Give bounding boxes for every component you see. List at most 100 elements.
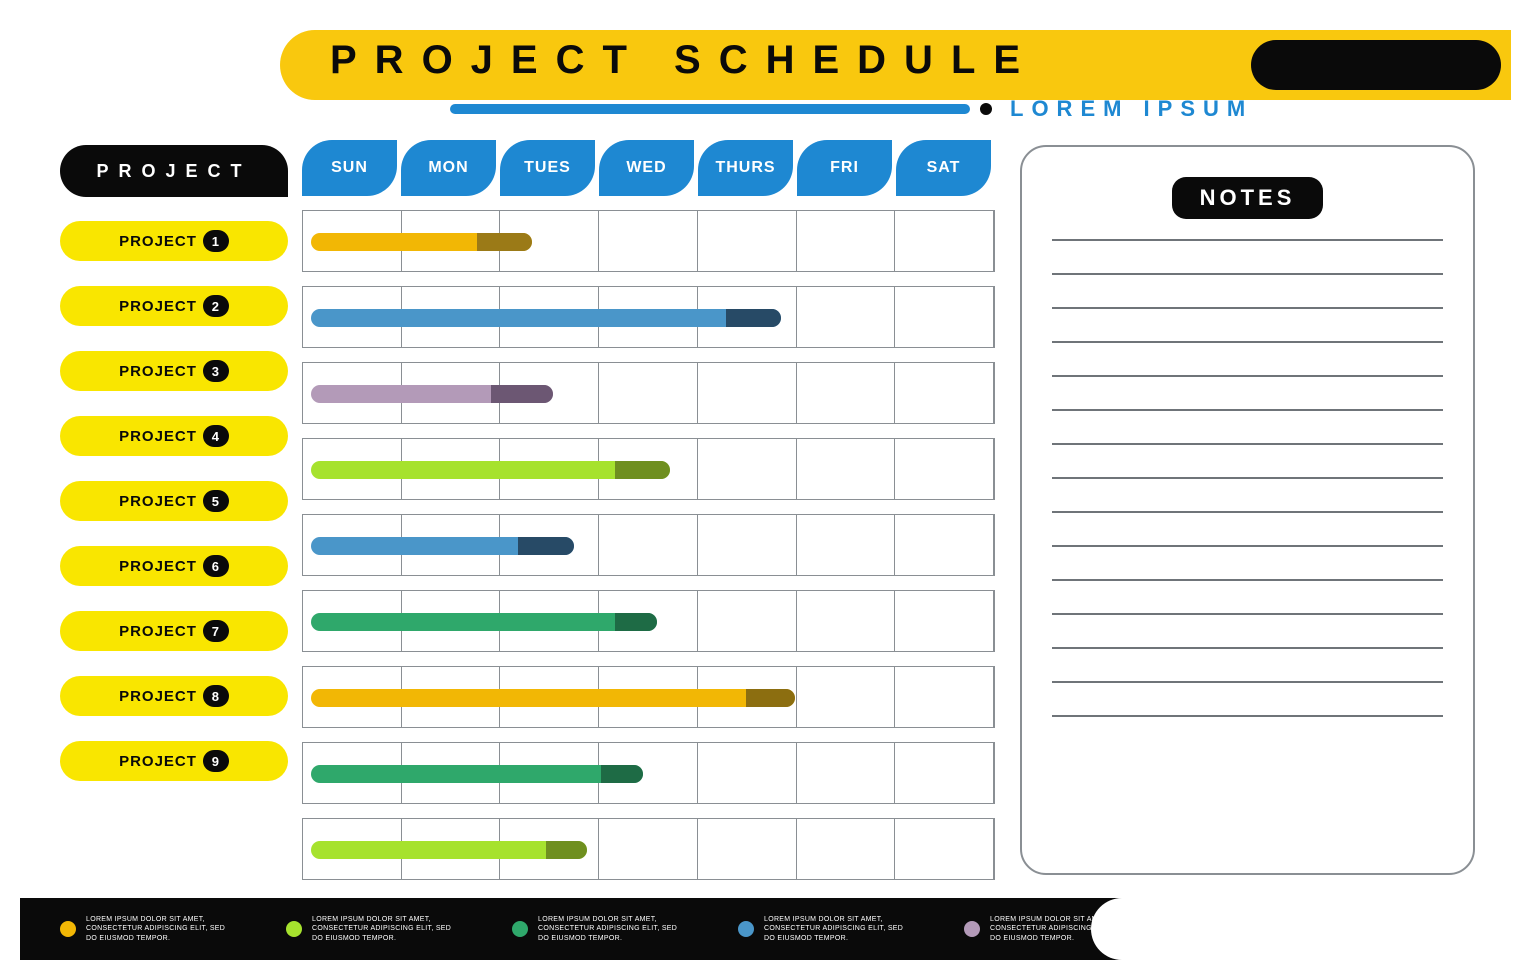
- grid-cell: [895, 667, 994, 728]
- grid-cell: [797, 591, 896, 652]
- day-header-sun: SUN: [302, 140, 397, 196]
- gantt-bar-1: [311, 233, 532, 251]
- gantt-bar-9: [311, 841, 587, 859]
- grid-cell: [698, 591, 797, 652]
- project-label-text: PROJECT: [119, 428, 197, 445]
- gantt-bar-7: [311, 689, 795, 707]
- legend-text: LOREM IPSUM DOLOR SIT AMET, CONSECTETUR …: [764, 915, 914, 942]
- grid-cell: [698, 743, 797, 804]
- header-divider-dot: [980, 103, 992, 115]
- notes-line: [1052, 477, 1443, 479]
- gantt-bar-tip: [477, 233, 532, 251]
- notes-line: [1052, 715, 1443, 717]
- notes-line: [1052, 273, 1443, 275]
- gantt-bar-5: [311, 537, 574, 555]
- grid-cell: [698, 515, 797, 576]
- project-number-badge: 4: [203, 425, 229, 447]
- legend-dot: [286, 921, 302, 937]
- grid-cell: [895, 591, 994, 652]
- project-label-text: PROJECT: [119, 363, 197, 380]
- gantt-bar-8: [311, 765, 643, 783]
- day-header-sat: SAT: [896, 140, 991, 196]
- notes-line: [1052, 375, 1443, 377]
- gantt-bar-4: [311, 461, 670, 479]
- grid-cell: [698, 819, 797, 880]
- schedule-row-7: [302, 666, 995, 728]
- gantt-bar-tip: [518, 537, 573, 555]
- schedule-row-3: [302, 362, 995, 424]
- gantt-bar-3: [311, 385, 553, 403]
- project-number-badge: 5: [203, 490, 229, 512]
- legend-text: LOREM IPSUM DOLOR SIT AMET, CONSECTETUR …: [990, 915, 1140, 942]
- project-label-3: PROJECT3: [60, 351, 288, 391]
- grid-cell: [895, 287, 994, 348]
- notes-panel: NOTES: [1020, 145, 1475, 875]
- project-label-text: PROJECT: [119, 558, 197, 575]
- schedule-row-4: [302, 438, 995, 500]
- project-number-badge: 1: [203, 230, 229, 252]
- legend-item-4: LOREM IPSUM DOLOR SIT AMET, CONSECTETUR …: [738, 915, 914, 942]
- project-number-badge: 2: [203, 295, 229, 317]
- schedule-row-8: [302, 742, 995, 804]
- schedule-row-5: [302, 514, 995, 576]
- project-label-text: PROJECT: [119, 753, 197, 770]
- notes-line: [1052, 443, 1443, 445]
- grid-cell: [895, 743, 994, 804]
- grid-cell: [797, 515, 896, 576]
- legend-dot: [60, 921, 76, 937]
- grid-cell: [797, 363, 896, 424]
- grid-cell: [599, 515, 698, 576]
- footer-accent: [1091, 898, 1511, 960]
- schedule-row-9: [302, 818, 995, 880]
- project-column-header: PROJECT: [60, 145, 288, 197]
- grid-cell: [895, 439, 994, 500]
- project-number-badge: 6: [203, 555, 229, 577]
- grid-cell: [895, 819, 994, 880]
- schedule-row-2: [302, 286, 995, 348]
- notes-line: [1052, 579, 1443, 581]
- project-label-text: PROJECT: [119, 233, 197, 250]
- day-header-fri: FRI: [797, 140, 892, 196]
- project-label-4: PROJECT 4: [60, 416, 288, 456]
- grid-cell: [599, 211, 698, 272]
- legend-dot: [738, 921, 754, 937]
- gantt-bar-tip: [491, 385, 553, 403]
- project-number-badge: 9: [203, 750, 229, 772]
- notes-line: [1052, 307, 1443, 309]
- legend-footer: LOREM IPSUM DOLOR SIT AMET, CONSECTETUR …: [20, 898, 1511, 960]
- project-label-text: PROJECT: [119, 298, 197, 315]
- project-label-5: PROJECT 5: [60, 481, 288, 521]
- header-divider-line: [450, 104, 970, 114]
- project-label-6: PROJECT 6: [60, 546, 288, 586]
- grid-cell: [797, 667, 896, 728]
- project-label-text: PROJECT: [119, 493, 197, 510]
- project-label-1: PROJECT 1: [60, 221, 288, 261]
- schedule-grid: [302, 210, 995, 894]
- grid-cell: [599, 363, 698, 424]
- header-subtitle: LOREM IPSUM: [1010, 96, 1253, 122]
- day-header-mon: MON: [401, 140, 496, 196]
- legend-dot: [964, 921, 980, 937]
- grid-cell: [698, 211, 797, 272]
- notes-line: [1052, 647, 1443, 649]
- gantt-bar-2: [311, 309, 781, 327]
- gantt-bar-tip: [615, 461, 670, 479]
- project-label-8: PROJECT8: [60, 676, 288, 716]
- gantt-bar-6: [311, 613, 657, 631]
- project-label-7: PROJECT7: [60, 611, 288, 651]
- day-header-wed: WED: [599, 140, 694, 196]
- grid-cell: [599, 819, 698, 880]
- notes-line: [1052, 613, 1443, 615]
- project-label-9: PROJECT 9: [60, 741, 288, 781]
- day-header-thurs: THURS: [698, 140, 793, 196]
- grid-cell: [797, 287, 896, 348]
- grid-cell: [797, 211, 896, 272]
- notes-title: NOTES: [1172, 177, 1324, 219]
- gantt-bar-tip: [615, 613, 656, 631]
- project-number-badge: 8: [203, 685, 229, 707]
- project-label-text: PROJECT: [119, 623, 197, 640]
- notes-line: [1052, 239, 1443, 241]
- header-accent-pill: [1251, 40, 1501, 90]
- notes-lines: [1052, 239, 1443, 717]
- day-header-tues: TUES: [500, 140, 595, 196]
